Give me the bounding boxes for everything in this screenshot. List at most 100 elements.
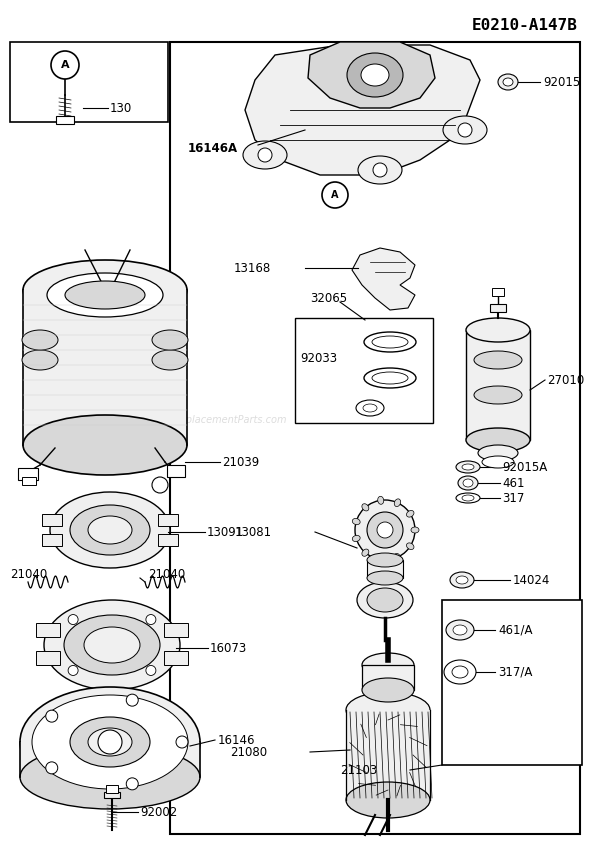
Bar (104, 792, 120, 798)
Ellipse shape (84, 627, 140, 663)
Ellipse shape (450, 572, 474, 588)
Text: 461: 461 (502, 476, 525, 490)
Ellipse shape (22, 350, 58, 370)
Ellipse shape (466, 428, 530, 452)
Ellipse shape (362, 549, 369, 556)
Text: A: A (61, 60, 69, 70)
Circle shape (46, 762, 58, 773)
Ellipse shape (456, 461, 480, 473)
Circle shape (176, 736, 188, 748)
Ellipse shape (462, 464, 474, 470)
Bar (346, 710, 430, 800)
Text: 461/A: 461/A (498, 623, 533, 637)
Ellipse shape (32, 695, 188, 789)
Bar (10, 42, 168, 122)
Circle shape (146, 666, 156, 676)
Ellipse shape (474, 351, 522, 369)
Ellipse shape (503, 78, 513, 86)
Bar (42, 534, 62, 546)
Bar (490, 304, 506, 312)
Ellipse shape (394, 499, 401, 507)
Ellipse shape (474, 386, 522, 404)
Ellipse shape (463, 479, 473, 487)
Text: 14024: 14024 (513, 574, 550, 587)
Text: 13081: 13081 (235, 526, 272, 538)
Ellipse shape (88, 516, 132, 544)
Ellipse shape (498, 74, 518, 90)
Bar (442, 600, 582, 765)
Ellipse shape (466, 318, 530, 342)
Circle shape (146, 615, 156, 625)
Polygon shape (245, 45, 480, 175)
Ellipse shape (407, 543, 414, 549)
Ellipse shape (446, 620, 474, 640)
Ellipse shape (88, 728, 132, 756)
Ellipse shape (372, 336, 408, 348)
Ellipse shape (346, 782, 430, 818)
Ellipse shape (361, 64, 389, 86)
Text: ReplacementParts.com: ReplacementParts.com (173, 415, 287, 425)
Text: 21039: 21039 (222, 456, 259, 469)
Ellipse shape (458, 476, 478, 490)
Circle shape (98, 730, 122, 754)
Ellipse shape (456, 576, 468, 584)
Bar (18, 468, 38, 480)
Text: 21080: 21080 (230, 745, 267, 758)
Bar (106, 785, 118, 793)
Ellipse shape (444, 660, 476, 684)
Ellipse shape (357, 582, 413, 618)
Bar (170, 42, 580, 834)
Circle shape (367, 512, 403, 548)
Bar (158, 534, 178, 546)
Bar (466, 330, 530, 440)
Text: 130: 130 (110, 102, 132, 115)
Ellipse shape (347, 53, 403, 97)
Text: 92033: 92033 (300, 351, 337, 364)
Text: 92002: 92002 (140, 806, 177, 818)
Bar (492, 288, 504, 296)
Text: 32065: 32065 (310, 291, 347, 305)
Ellipse shape (478, 445, 518, 461)
Text: 27010: 27010 (547, 374, 584, 386)
Text: 317/A: 317/A (498, 666, 532, 678)
Ellipse shape (64, 615, 160, 675)
Circle shape (355, 500, 415, 560)
Text: 92015A: 92015A (502, 460, 548, 474)
Ellipse shape (378, 497, 384, 504)
Bar (20, 742, 200, 777)
Ellipse shape (44, 600, 180, 690)
Ellipse shape (152, 350, 188, 370)
Ellipse shape (462, 495, 474, 501)
Ellipse shape (20, 687, 200, 797)
Bar (56, 116, 74, 124)
Ellipse shape (367, 571, 403, 585)
Ellipse shape (453, 625, 467, 635)
Circle shape (68, 666, 78, 676)
Ellipse shape (364, 368, 416, 388)
Bar (164, 623, 188, 637)
Bar (158, 514, 178, 526)
Text: 16146A: 16146A (188, 142, 238, 155)
Circle shape (126, 778, 138, 790)
Ellipse shape (443, 116, 487, 144)
Ellipse shape (23, 415, 187, 475)
Text: 21040: 21040 (10, 567, 47, 581)
Ellipse shape (356, 400, 384, 416)
Text: E0210-A147B: E0210-A147B (472, 18, 578, 33)
Circle shape (322, 182, 348, 208)
Bar (367, 560, 403, 578)
Ellipse shape (362, 503, 369, 511)
Bar (167, 465, 185, 477)
Circle shape (377, 522, 393, 538)
Bar (295, 318, 433, 423)
Ellipse shape (452, 666, 468, 678)
Ellipse shape (367, 553, 403, 567)
Bar (36, 623, 60, 637)
Bar (42, 514, 62, 526)
Ellipse shape (352, 536, 360, 542)
Ellipse shape (243, 141, 287, 169)
Bar (36, 651, 60, 665)
Ellipse shape (364, 332, 416, 352)
Ellipse shape (152, 330, 188, 350)
Ellipse shape (482, 456, 514, 468)
